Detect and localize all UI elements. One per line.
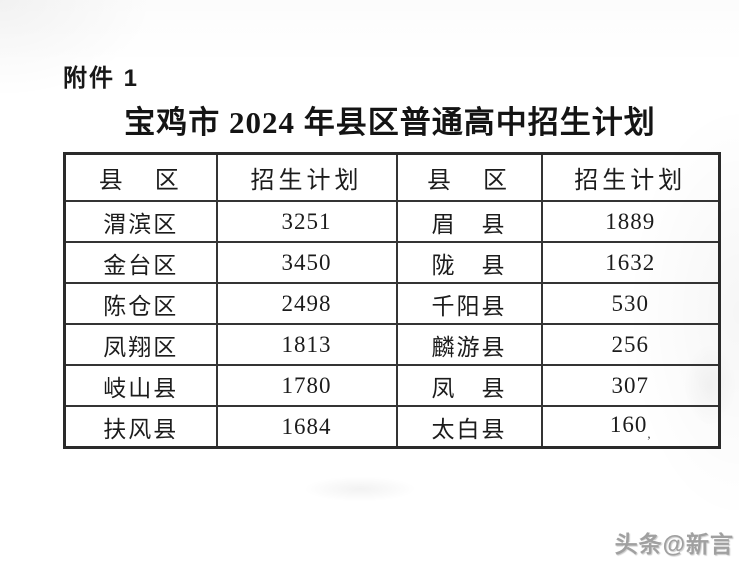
plan-cell: 256	[540, 323, 721, 366]
watermark: 头条@新言	[614, 531, 734, 557]
district-cell: 眉 县	[395, 200, 543, 243]
plan-cell: 1632	[540, 241, 721, 284]
plan-cell: 2498	[215, 282, 398, 325]
table-row: 岐山县 1780 凤 县 307	[63, 364, 721, 407]
district-cell: 金台区	[63, 241, 218, 284]
plan-cell: 1780	[215, 364, 398, 407]
enrollment-table: 县 区 招生计划 县 区 招生计划 渭滨区 3251 眉 县 1889 金台区 …	[63, 152, 721, 449]
column-header-district: 县 区	[63, 152, 218, 202]
plan-cell: 160,	[540, 405, 721, 449]
district-cell: 岐山县	[63, 364, 218, 407]
district-cell: 扶风县	[63, 405, 218, 449]
table-row: 渭滨区 3251 眉 县 1889	[63, 200, 721, 243]
table-row: 金台区 3450 陇 县 1632	[63, 241, 721, 284]
district-cell: 麟游县	[395, 323, 543, 366]
table-header-row: 县 区 招生计划 县 区 招生计划	[63, 152, 721, 202]
plan-cell: 1813	[215, 323, 398, 366]
district-cell: 陈仓区	[63, 282, 218, 325]
table-row: 陈仓区 2498 千阳县 530	[63, 282, 721, 325]
document-title: 宝鸡市 2024 年县区普通高中招生计划	[124, 105, 656, 140]
plan-cell: 1684	[215, 405, 398, 449]
district-cell: 千阳县	[395, 282, 543, 325]
table-row: 扶风县 1684 太白县 160,	[63, 405, 721, 449]
attachment-label: 附件 1	[63, 65, 140, 92]
table-row: 凤翔区 1813 麟游县 256	[63, 323, 721, 366]
scan-speck: ,	[647, 425, 651, 441]
plan-cell: 1889	[540, 200, 721, 243]
district-cell: 太白县	[395, 405, 543, 449]
column-header-district: 县 区	[395, 152, 543, 202]
district-cell: 渭滨区	[63, 200, 218, 243]
district-cell: 凤 县	[395, 364, 543, 407]
district-cell: 陇 县	[395, 241, 543, 284]
plan-cell: 3450	[215, 241, 398, 284]
plan-cell: 3251	[215, 200, 398, 243]
scan-smudge	[285, 472, 435, 506]
district-cell: 凤翔区	[63, 323, 218, 366]
column-header-plan: 招生计划	[540, 152, 721, 202]
plan-cell: 307	[540, 364, 721, 407]
plan-cell: 530	[540, 282, 721, 325]
column-header-plan: 招生计划	[215, 152, 398, 202]
plan-value: 160	[609, 411, 648, 437]
